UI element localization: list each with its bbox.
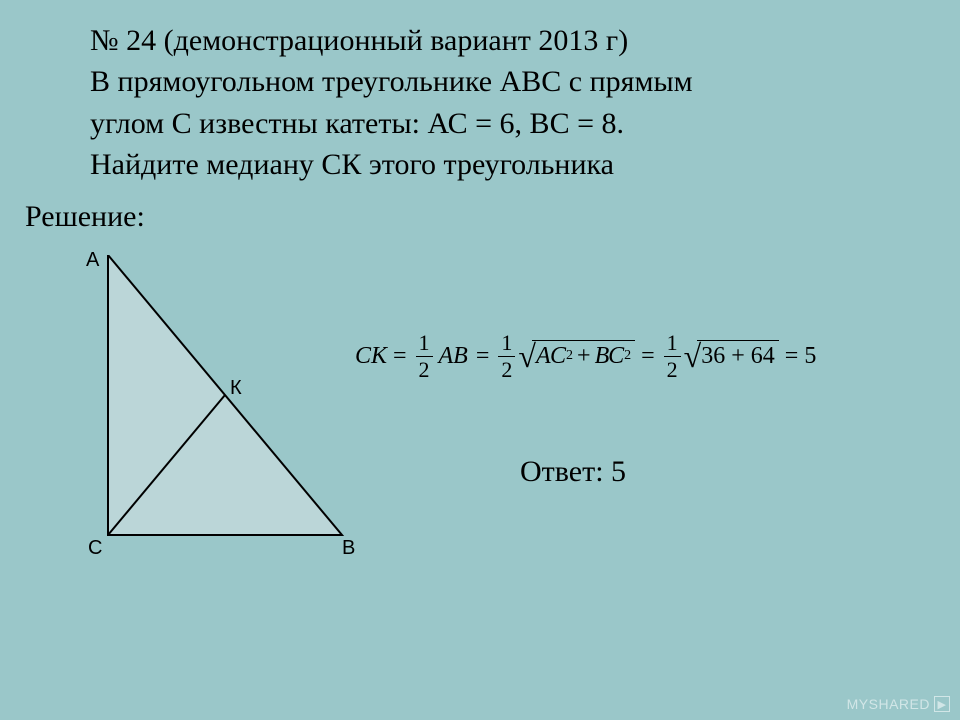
formula-AB: АВ: [439, 343, 468, 370]
sqrt1-bc: ВС: [595, 343, 625, 370]
formula-eq-3: =: [641, 343, 655, 370]
vertex-label-C: С: [88, 537, 102, 560]
formula: СК = 1 2 АВ = 1 2 √ АС2 + ВС2 = 1 2 √ 36…: [355, 332, 910, 380]
watermark: MYSHARED ▶: [847, 696, 950, 712]
solution-label: Решение:: [25, 200, 145, 234]
formula-lhs: СК: [355, 343, 387, 370]
problem-line-4: Найдите медиану СК этого треугольника: [90, 148, 614, 181]
triangle-svg: [80, 255, 370, 565]
problem-line-1: № 24 (демонстрационный вариант 2013 г): [90, 24, 628, 57]
frac-den-3: 2: [664, 356, 681, 381]
frac-den-2: 2: [498, 356, 515, 381]
sqrt1-ac: АС: [536, 343, 566, 370]
frac-num-2: 1: [498, 331, 515, 355]
formula-result: 5: [804, 343, 816, 370]
vertex-label-B: В: [342, 537, 355, 560]
formula-eq-1: =: [393, 343, 407, 370]
vertex-label-K: К: [230, 377, 242, 400]
vertex-label-A: А: [86, 249, 99, 272]
answer-label: Ответ: 5: [520, 455, 626, 489]
formula-sqrt-2: √ 36 + 64: [684, 340, 779, 372]
problem-statement: № 24 (демонстрационный вариант 2013 г) В…: [90, 20, 830, 186]
frac-num-3: 1: [664, 331, 681, 355]
formula-half-1: 1 2: [416, 331, 433, 380]
problem-line-2: В прямоугольном треугольнике АВС с прямы…: [90, 65, 693, 98]
sqrt1-plus: +: [577, 343, 591, 370]
formula-eq-4: =: [785, 343, 799, 370]
frac-num-1: 1: [416, 331, 433, 355]
frac-den-1: 2: [416, 356, 433, 381]
formula-half-2: 1 2: [498, 331, 515, 380]
sqrt1-bc-sq: 2: [624, 348, 631, 364]
watermark-text: MYSHARED: [847, 696, 930, 712]
formula-sqrt-1: √ АС2 + ВС2: [518, 340, 635, 372]
formula-eq-2: =: [476, 343, 490, 370]
sqrt-body-1: АС2 + ВС2: [532, 340, 635, 371]
sqrt1-ac-sq: 2: [566, 348, 573, 364]
sqrt-body-2: 36 + 64: [697, 340, 779, 371]
problem-line-3: углом С известны катеты: АС = 6, ВС = 8.: [90, 107, 624, 140]
formula-half-3: 1 2: [664, 331, 681, 380]
triangle-diagram: А К С В: [80, 255, 370, 565]
watermark-play-icon: ▶: [934, 696, 950, 712]
